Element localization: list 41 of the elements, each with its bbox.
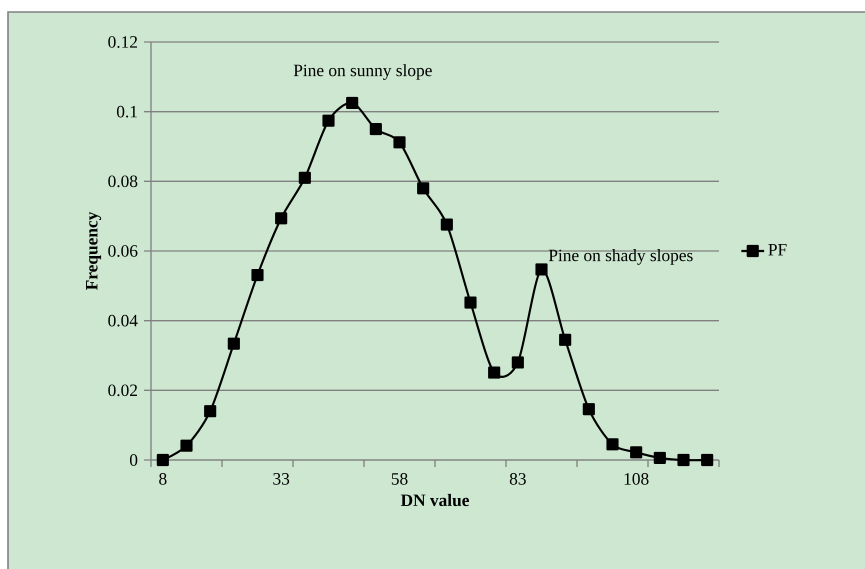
point — [370, 123, 382, 136]
x-tick-label: 83 — [510, 473, 526, 485]
y-tick-label: 0.04 — [108, 314, 138, 327]
point — [512, 356, 524, 369]
point — [701, 454, 714, 466]
point — [654, 452, 666, 464]
point — [535, 263, 548, 276]
point — [417, 182, 430, 194]
y-axis-title: Frequency — [86, 212, 102, 290]
x-tick-label: 8 — [159, 473, 167, 485]
y-tick-label: 0.1 — [116, 106, 137, 118]
point — [251, 268, 264, 282]
point — [393, 136, 406, 148]
point — [488, 366, 500, 379]
x-tick-label: 58 — [392, 473, 408, 485]
y-tick-label: 0.08 — [108, 175, 138, 188]
x-tick-label: 108 — [624, 473, 649, 485]
annotation: Pine on sunny slope — [294, 64, 432, 80]
y-tick-label: 0.06 — [108, 245, 138, 257]
point — [630, 446, 642, 458]
point — [156, 454, 169, 466]
point — [180, 440, 193, 452]
point — [464, 296, 477, 309]
point — [322, 114, 335, 127]
x-tick-label: 33 — [273, 473, 290, 485]
annotation: Pine on shady slopes — [548, 249, 693, 265]
point — [346, 96, 358, 110]
point — [275, 212, 288, 224]
point — [677, 454, 690, 466]
y-tick-label: 0.12 — [108, 36, 138, 48]
point — [606, 438, 619, 450]
point — [582, 403, 595, 416]
point — [204, 405, 216, 418]
point — [228, 338, 240, 350]
point — [440, 218, 453, 231]
point — [559, 334, 572, 346]
y-tick-label: 0 — [130, 454, 138, 466]
x-axis-title: DN value — [400, 494, 469, 506]
y-tick-label: 0.02 — [108, 384, 138, 396]
legend-label: PF — [768, 244, 787, 256]
point — [298, 172, 311, 184]
